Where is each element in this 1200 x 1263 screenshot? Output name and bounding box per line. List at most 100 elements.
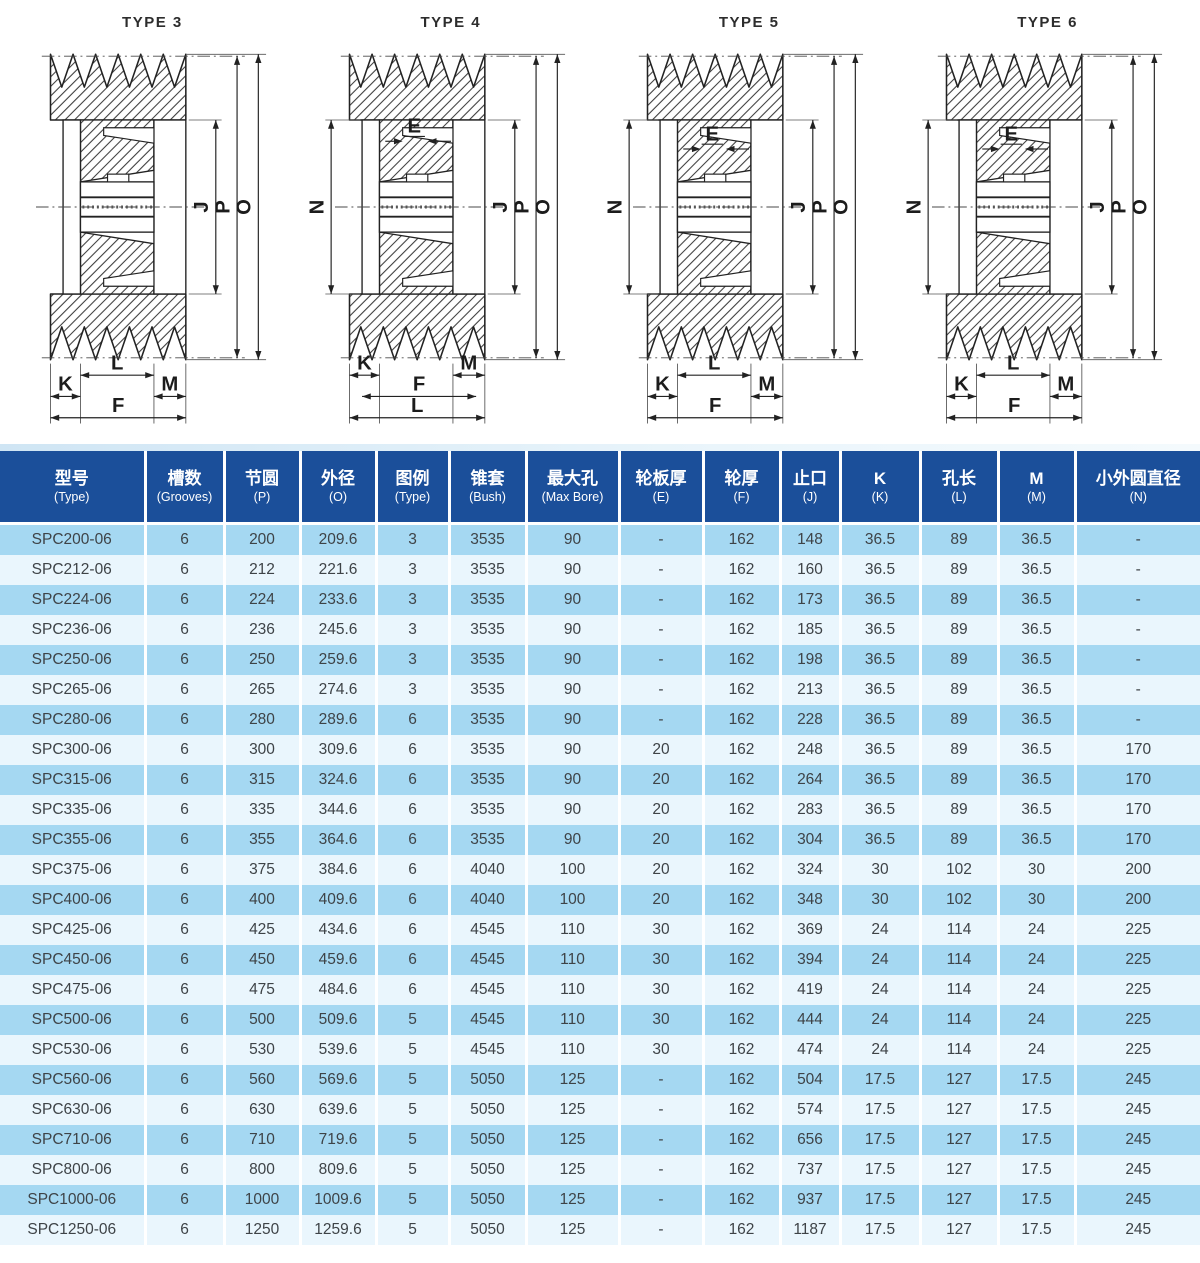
value-cell: 6 (145, 523, 226, 555)
value-cell: 162 (703, 855, 782, 885)
table-row: SPC800-06 6 800 809.6 5 5050 125-162 737 17.5 127… (0, 1155, 1200, 1185)
value-cell: 6 (145, 1125, 226, 1155)
value-cell: 89 (920, 795, 1000, 825)
value-cell: 125 (526, 1185, 621, 1215)
value-cell: 162 (703, 585, 782, 615)
value-cell: 162 (703, 675, 782, 705)
value-cell: 300 (224, 735, 302, 765)
value-cell: 6 (145, 1065, 226, 1095)
value-cell: 162 (703, 523, 782, 555)
column-header-en: (P) (253, 490, 271, 505)
value-cell: 148 (780, 523, 842, 555)
value-cell: - (1075, 523, 1200, 555)
value-cell: 245 (1075, 1065, 1200, 1095)
value-cell: 125 (526, 1095, 621, 1125)
model-cell: SPC236-06 (0, 615, 147, 645)
value-cell: 3535 (449, 795, 528, 825)
value-cell: 20 (619, 825, 705, 855)
value-cell: 4545 (449, 945, 528, 975)
value-cell: 6 (145, 1155, 226, 1185)
value-cell: 434.6 (300, 915, 378, 945)
svg-text:P: P (810, 200, 832, 214)
value-cell: 5 (376, 1215, 451, 1245)
value-cell: 355 (224, 825, 302, 855)
column-header-zh: 轮厚 (724, 468, 759, 488)
value-cell: 127 (920, 1155, 1000, 1185)
value-cell: 6 (376, 705, 451, 735)
model-cell: SPC425-06 (0, 915, 147, 945)
value-cell: 6 (145, 555, 226, 585)
value-cell: - (619, 1065, 705, 1095)
value-cell: 450 (224, 945, 302, 975)
value-cell: 90 (526, 523, 621, 555)
value-cell: 3535 (449, 825, 528, 855)
value-cell: 162 (703, 975, 782, 1005)
value-cell: 30 (619, 975, 705, 1005)
value-cell: 400 (224, 885, 302, 915)
svg-text:P: P (1108, 200, 1130, 214)
value-cell: 5050 (449, 1155, 528, 1185)
svg-text:M: M (162, 374, 179, 396)
value-cell: 162 (703, 765, 782, 795)
value-cell: 114 (920, 975, 1000, 1005)
value-cell: 213 (780, 675, 842, 705)
column-header: 轮厚 (F) (703, 451, 782, 525)
value-cell: 100 (526, 855, 621, 885)
value-cell: 20 (619, 855, 705, 885)
value-cell: 3 (376, 523, 451, 555)
value-cell: 24 (998, 915, 1077, 945)
column-header-en: (E) (652, 490, 670, 505)
value-cell: 3535 (449, 675, 528, 705)
value-cell: 36.5 (998, 705, 1077, 735)
value-cell: 344.6 (300, 795, 378, 825)
value-cell: 264 (780, 765, 842, 795)
value-cell: 90 (526, 825, 621, 855)
value-cell: 6 (376, 915, 451, 945)
value-cell: 162 (703, 915, 782, 945)
value-cell: 114 (920, 1035, 1000, 1065)
value-cell: 530 (224, 1035, 302, 1065)
value-cell: 110 (526, 1005, 621, 1035)
value-cell: 170 (1075, 825, 1200, 855)
column-header: 节圆 (P) (224, 451, 302, 525)
value-cell: 162 (703, 1065, 782, 1095)
value-cell: 17.5 (998, 1155, 1077, 1185)
value-cell: 90 (526, 645, 621, 675)
value-cell: 36.5 (840, 675, 922, 705)
svg-text:O: O (1129, 199, 1151, 215)
svg-text:O: O (234, 199, 256, 215)
value-cell: 6 (145, 915, 226, 945)
table-row: SPC250-06 6 250 259.6 3 3535 90-162 198 36.5 89 36… (0, 645, 1200, 675)
value-cell: - (619, 1155, 705, 1185)
value-cell: 162 (703, 1005, 782, 1035)
svg-text:O: O (532, 199, 554, 215)
value-cell: 248 (780, 735, 842, 765)
value-cell: 17.5 (998, 1185, 1077, 1215)
column-header: 小外圆直径 (N) (1075, 451, 1200, 525)
value-cell: 6 (145, 1185, 226, 1215)
column-header: 孔长 (L) (920, 451, 1000, 525)
model-cell: SPC630-06 (0, 1095, 147, 1125)
value-cell: 3535 (449, 645, 528, 675)
value-cell: - (1075, 675, 1200, 705)
column-header: 图例 (Type) (376, 451, 451, 525)
value-cell: 394 (780, 945, 842, 975)
value-cell: 224 (224, 585, 302, 615)
value-cell: 656 (780, 1125, 842, 1155)
value-cell: 274.6 (300, 675, 378, 705)
model-cell: SPC250-06 (0, 645, 147, 675)
value-cell: 937 (780, 1185, 842, 1215)
model-cell: SPC560-06 (0, 1065, 147, 1095)
value-cell: 221.6 (300, 555, 378, 585)
value-cell: 5 (376, 1035, 451, 1065)
value-cell: 36.5 (840, 765, 922, 795)
value-cell: 20 (619, 765, 705, 795)
value-cell: 36.5 (840, 555, 922, 585)
value-cell: 36.5 (840, 523, 922, 555)
value-cell: 3535 (449, 555, 528, 585)
model-cell: SPC1250-06 (0, 1215, 147, 1245)
value-cell: 90 (526, 765, 621, 795)
value-cell: 125 (526, 1155, 621, 1185)
value-cell: - (619, 585, 705, 615)
